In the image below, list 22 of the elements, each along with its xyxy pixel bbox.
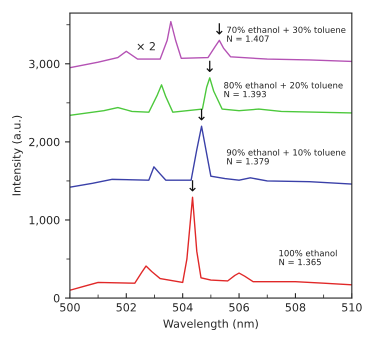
y-tick-label: 0 bbox=[54, 294, 60, 302]
x-tick-label: 510 bbox=[342, 303, 362, 312]
annotation: ↓ bbox=[198, 109, 205, 120]
x-tick-label: 508 bbox=[286, 303, 306, 312]
x-axis-title: Wavelength (nm) bbox=[163, 319, 258, 330]
annotation: ↓ bbox=[189, 180, 196, 192]
annotation: ↓ bbox=[216, 23, 223, 34]
x-tick-label: 500 bbox=[60, 303, 80, 312]
y-tick-label: 3,000 bbox=[29, 60, 60, 70]
series-label: 100% ethanol N = 1.365 bbox=[279, 250, 337, 266]
x-tick-label: 506 bbox=[229, 303, 249, 312]
series-label: 80% ethanol + 20% toluene N = 1.393 bbox=[224, 82, 343, 98]
series-label: 90% ethanol + 10% toluene N = 1.379 bbox=[226, 149, 346, 164]
y-tick-label: 1,000 bbox=[30, 216, 60, 226]
y-tick-label: 2,000 bbox=[29, 138, 60, 148]
line-series bbox=[70, 196, 352, 291]
x-tick-label: 504 bbox=[172, 303, 193, 312]
y-axis-title: Intensity (a.u.) bbox=[12, 116, 23, 196]
annotation: ↓ bbox=[206, 60, 213, 72]
x-tick-label: 502 bbox=[116, 303, 136, 312]
series-label: 70% ethanol + 30% toluene N = 1.407 bbox=[227, 26, 346, 42]
annotation: × 2 bbox=[138, 42, 155, 50]
